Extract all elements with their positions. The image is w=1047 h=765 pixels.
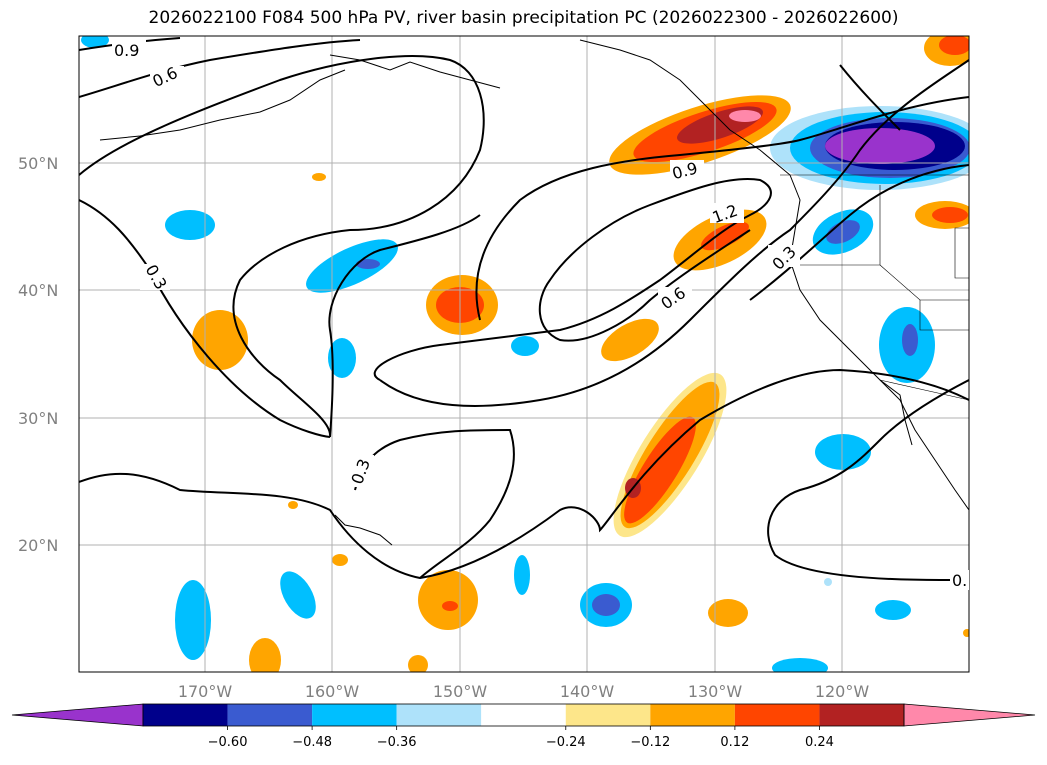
colorbar-tick-label: 0.12 bbox=[720, 735, 749, 750]
lat-label-30n: 30°N bbox=[18, 409, 58, 428]
colorbar-tick-label: −0.48 bbox=[292, 735, 332, 750]
contour-label: 0.9 bbox=[114, 41, 139, 60]
colorbar-segment bbox=[819, 704, 904, 726]
colorbar-segment bbox=[396, 704, 482, 726]
lat-label-40n: 40°N bbox=[18, 281, 58, 300]
coastlines bbox=[99, 39, 969, 546]
colorbar-extend-min bbox=[11, 703, 144, 727]
map-frame bbox=[78, 35, 970, 673]
lat-label-20n: 20°N bbox=[18, 536, 58, 555]
lon-label-140w: 140°W bbox=[560, 682, 615, 701]
lon-label-130w: 130°W bbox=[688, 682, 743, 701]
colorbar-segment bbox=[650, 704, 735, 726]
lon-label-170w: 170°W bbox=[178, 682, 233, 701]
lon-label-160w: 160°W bbox=[305, 682, 360, 701]
colorbar-tick-label: −0.12 bbox=[630, 735, 670, 750]
colorbar-border bbox=[142, 703, 905, 727]
map-title: 2026022100 F084 500 hPa PV, river basin … bbox=[148, 8, 899, 28]
lat-label-50n: 50°N bbox=[18, 154, 58, 173]
pv-contours bbox=[79, 37, 969, 581]
colorbar-tick-label: −0.36 bbox=[377, 735, 417, 750]
colorbar-tick-label: −0.60 bbox=[208, 735, 248, 750]
colorbar-segment bbox=[227, 704, 313, 726]
colorbar-segment bbox=[734, 704, 820, 726]
colorbar: −0.60 −0.48 −0.36 −0.24 −0.12 0.12 0.24 bbox=[11, 703, 1036, 750]
latitude-labels: 50°N 40°N 30°N 20°N bbox=[18, 154, 58, 555]
longitude-labels: 170°W 160°W 150°W 140°W 130°W 120°W bbox=[178, 682, 870, 701]
contour-label: 0. bbox=[952, 571, 967, 590]
colorbar-segment bbox=[481, 704, 566, 726]
colorbar-tick-label: −0.24 bbox=[546, 735, 586, 750]
colorbar-segment bbox=[565, 704, 651, 726]
lon-label-150w: 150°W bbox=[433, 682, 488, 701]
colorbar-segment bbox=[143, 704, 228, 726]
colorbar-segment bbox=[312, 704, 397, 726]
colorbar-tick-label: 0.24 bbox=[805, 735, 834, 750]
political-borders bbox=[780, 174, 969, 401]
contour-label-group: 0.9 0.6 0.3 0.3 0.9 1.2 0.6 0.3 0. bbox=[112, 40, 969, 590]
lon-label-120w: 120°W bbox=[815, 682, 870, 701]
colorbar-extend-max bbox=[903, 703, 1036, 727]
